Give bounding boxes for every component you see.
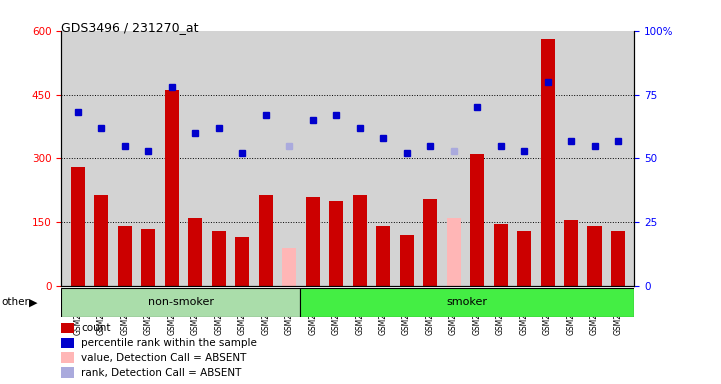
Bar (188, 218, 202, 286)
Text: GDS3496 / 231270_at: GDS3496 / 231270_at (61, 21, 199, 34)
Text: rank, Detection Call = ABSENT: rank, Detection Call = ABSENT (81, 368, 242, 378)
Text: value, Detection Call = ABSENT: value, Detection Call = ABSENT (81, 353, 247, 363)
Bar (141, 228, 155, 286)
Bar (353, 195, 367, 286)
Text: non-smoker: non-smoker (148, 297, 213, 308)
Bar (164, 90, 179, 286)
Bar (588, 227, 601, 286)
Bar (306, 197, 319, 286)
Text: ▶: ▶ (29, 297, 37, 308)
Bar (329, 201, 343, 286)
Bar (61, 353, 74, 363)
Bar (399, 235, 414, 286)
Bar (61, 323, 74, 333)
Bar (61, 367, 74, 378)
Bar (61, 288, 300, 317)
Bar (300, 288, 634, 317)
Bar (376, 227, 390, 286)
Text: smoker: smoker (447, 297, 488, 308)
Bar (212, 231, 226, 286)
Bar (423, 199, 437, 286)
Text: other: other (1, 297, 30, 308)
Bar (61, 338, 74, 348)
Bar (71, 167, 85, 286)
Bar (541, 39, 554, 286)
Bar (282, 248, 296, 286)
Bar (235, 237, 249, 286)
Bar (259, 195, 273, 286)
Bar (564, 220, 578, 286)
Bar (517, 231, 531, 286)
Bar (470, 154, 484, 286)
Bar (118, 227, 132, 286)
Text: count: count (81, 323, 110, 333)
Text: percentile rank within the sample: percentile rank within the sample (81, 338, 257, 348)
Bar (446, 218, 461, 286)
Bar (494, 224, 508, 286)
Bar (611, 231, 625, 286)
Bar (94, 195, 108, 286)
